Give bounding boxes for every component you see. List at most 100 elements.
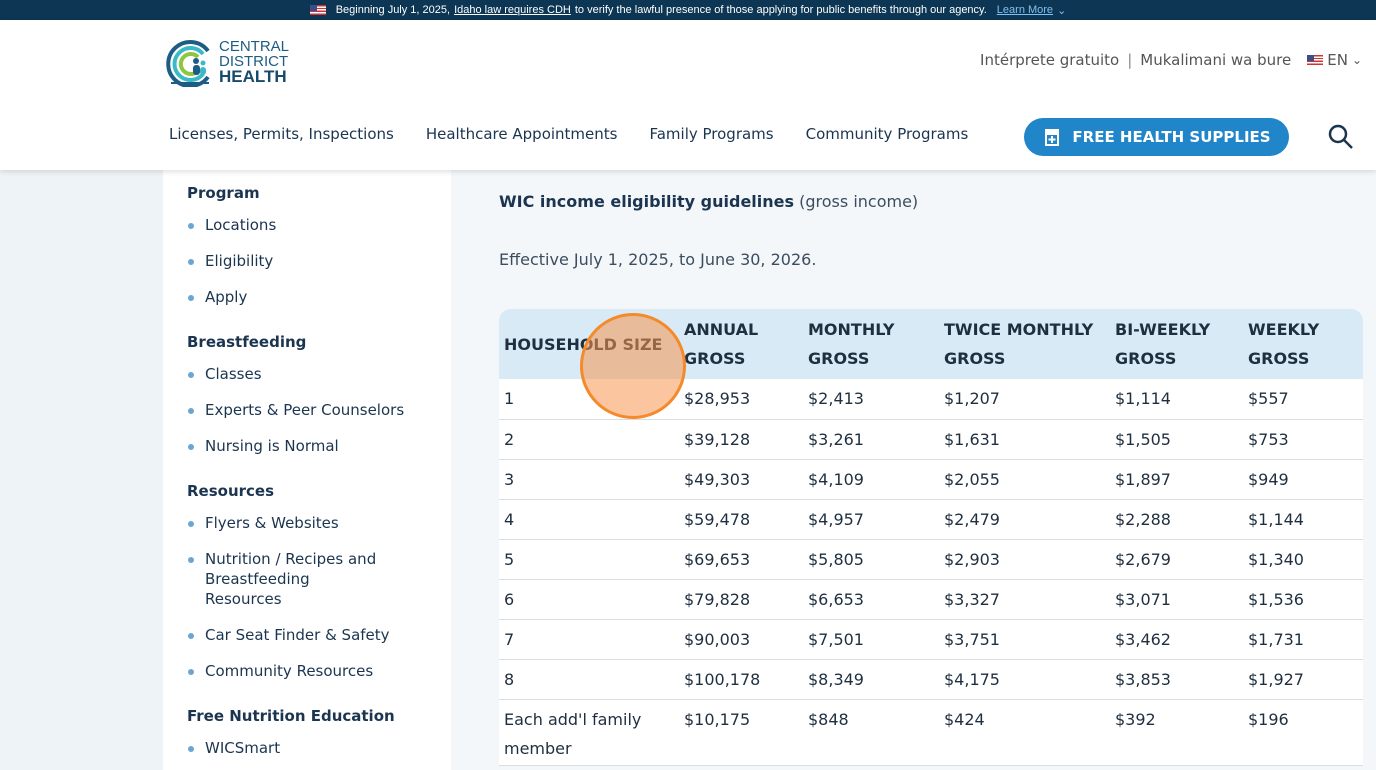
sidebar-link[interactable]: Car Seat Finder & Safety	[187, 625, 427, 645]
logo-line: CENTRAL	[219, 38, 290, 55]
table-cell: $2,055	[939, 459, 1110, 500]
table-cell: $1,207	[939, 379, 1110, 420]
chevron-down-icon: ⌄	[1351, 53, 1362, 67]
logo-text: CENTRAL DISTRICT HEALTH	[219, 39, 289, 85]
cursor-highlight	[580, 313, 686, 419]
main-nav: Licenses, Permits, Inspections Healthcar…	[169, 125, 968, 143]
table-cell: $848	[803, 699, 939, 766]
nav-community-programs[interactable]: Community Programs	[805, 125, 969, 143]
table-cell: $100,178	[679, 659, 803, 700]
table-cell: 8	[499, 659, 679, 700]
sidebar-link[interactable]: Nutrition / Recipes and Breastfeeding Re…	[187, 549, 387, 609]
column-header: BI-WEEKLY GROSS	[1110, 309, 1243, 379]
table-cell: $1,114	[1110, 379, 1243, 420]
table-cell: $79,828	[679, 579, 803, 620]
sidebar-list: WICSmart	[187, 738, 427, 758]
title-rest: (gross income)	[799, 192, 919, 211]
main-content: WIC income eligibility guidelines (gross…	[451, 170, 1376, 770]
sidebar-list: Classes Experts & Peer Counselors Nursing …	[187, 364, 427, 456]
sidebar-heading: Free Nutrition Education	[187, 707, 395, 725]
table-cell: $49,303	[679, 459, 803, 500]
logo-line: DISTRICT	[219, 53, 289, 70]
table-cell: $392	[1110, 699, 1243, 766]
sidebar-link[interactable]: Apply	[187, 287, 427, 307]
table-cell: $1,505	[1110, 419, 1243, 460]
logo[interactable]: CENTRAL DISTRICT HEALTH	[163, 37, 289, 87]
table-cell: $4,957	[803, 499, 939, 540]
table-cell: $1,340	[1243, 539, 1363, 580]
sidebar-link[interactable]: Experts & Peer Counselors	[187, 400, 427, 420]
table-cell: $1,631	[939, 419, 1110, 460]
table-cell: $2,413	[803, 379, 939, 420]
sidebar-heading: Program	[187, 184, 260, 202]
nav-licenses[interactable]: Licenses, Permits, Inspections	[169, 125, 394, 143]
sidebar-link[interactable]: Locations	[187, 215, 427, 235]
table-row: 8 $100,178 $8,349 $4,175 $3,853 $1,927	[499, 659, 1363, 700]
table-cell: $39,128	[679, 419, 803, 460]
table-cell: $59,478	[679, 499, 803, 540]
page-title: WIC income eligibility guidelines (gross…	[499, 192, 918, 211]
table-cell: 5	[499, 539, 679, 580]
table-cell: $5,805	[803, 539, 939, 580]
banner-law-link[interactable]: Idaho law requires CDH	[454, 4, 571, 16]
cta-label: FREE HEALTH SUPPLIES	[1072, 128, 1271, 146]
title-bold: WIC income eligibility guidelines	[499, 192, 795, 211]
column-header: MONTHLY GROSS	[803, 309, 939, 379]
table-cell: $8,349	[803, 659, 939, 700]
table-cell: 7	[499, 619, 679, 660]
table-cell: $2,679	[1110, 539, 1243, 580]
free-health-supplies-button[interactable]: FREE HEALTH SUPPLIES	[1024, 118, 1289, 156]
table-cell: $7,501	[803, 619, 939, 660]
table-row: 5 $69,653 $5,805 $2,903 $2,679 $1,340	[499, 539, 1363, 580]
table-row: 6 $79,828 $6,653 $3,327 $3,071 $1,536	[499, 579, 1363, 620]
learn-more-link[interactable]: Learn More	[996, 4, 1054, 16]
income-table: HOUSEHOLD SIZE ANNUAL GROSS MONTHLY GROSS T…	[499, 309, 1363, 766]
utility-links: Intérprete gratuito | Mukalimani wa bure…	[980, 51, 1362, 69]
table-row: 3 $49,303 $4,109 $2,055 $1,897 $949	[499, 459, 1363, 500]
table-cell: $1,731	[1243, 619, 1363, 660]
table-cell: $424	[939, 699, 1110, 766]
table-cell: $1,927	[1243, 659, 1363, 700]
banner-prefix: Beginning July 1, 2025,	[335, 4, 451, 16]
table-cell: $1,536	[1243, 579, 1363, 620]
divider: |	[1127, 51, 1133, 69]
language-selector[interactable]: EN ⌄	[1307, 51, 1362, 69]
table-cell: $557	[1243, 379, 1363, 420]
table-cell: $3,462	[1110, 619, 1243, 660]
table-cell: $28,953	[679, 379, 803, 420]
table-cell: $90,003	[679, 619, 803, 660]
table-cell: $3,071	[1110, 579, 1243, 620]
table-cell: 2	[499, 419, 679, 460]
sidebar-heading: Breastfeeding	[187, 333, 307, 351]
nav-family-programs[interactable]: Family Programs	[649, 125, 774, 143]
table-cell: $3,327	[939, 579, 1110, 620]
table-cell: $10,175	[679, 699, 803, 766]
banner-suffix: to verify the lawful presence of those a…	[574, 4, 987, 16]
table-cell: $1,897	[1110, 459, 1243, 500]
sidebar-heading: Resources	[187, 482, 275, 500]
search-icon[interactable]	[1328, 124, 1354, 150]
logo-icon	[166, 40, 210, 87]
sidebar-list: Flyers & Websites Nutrition / Recipes and…	[187, 513, 427, 681]
sidebar-link[interactable]: Nursing is Normal	[187, 436, 427, 456]
sidebar-list: Locations Eligibility Apply	[187, 215, 427, 307]
sidebar-link[interactable]: Classes	[187, 364, 427, 384]
sidebar: Program Locations Eligibility Apply Breastfe…	[163, 170, 451, 770]
language-label: EN	[1327, 51, 1348, 69]
interpreter-spanish-link[interactable]: Intérprete gratuito	[980, 51, 1120, 69]
table-cell: 6	[499, 579, 679, 620]
sidebar-link[interactable]: Eligibility	[187, 251, 427, 271]
table-cell: $1,144	[1243, 499, 1363, 540]
medicine-bottle-icon	[1045, 129, 1060, 146]
table-cell: $3,261	[803, 419, 939, 460]
sidebar-link[interactable]: WICSmart	[187, 738, 427, 758]
sidebar-link[interactable]: Flyers & Websites	[187, 513, 427, 533]
sidebar-link[interactable]: Community Resources	[187, 661, 427, 681]
table-cell: $6,653	[803, 579, 939, 620]
chevron-down-icon[interactable]: ⌄	[1057, 4, 1067, 17]
nav-healthcare-appointments[interactable]: Healthcare Appointments	[425, 125, 618, 143]
table-cell: $4,175	[939, 659, 1110, 700]
site-header: CENTRAL DISTRICT HEALTH Intérprete gratu…	[0, 20, 1376, 170]
table-cell: $2,903	[939, 539, 1110, 580]
interpreter-swahili-link[interactable]: Mukalimani wa bure	[1140, 51, 1292, 69]
